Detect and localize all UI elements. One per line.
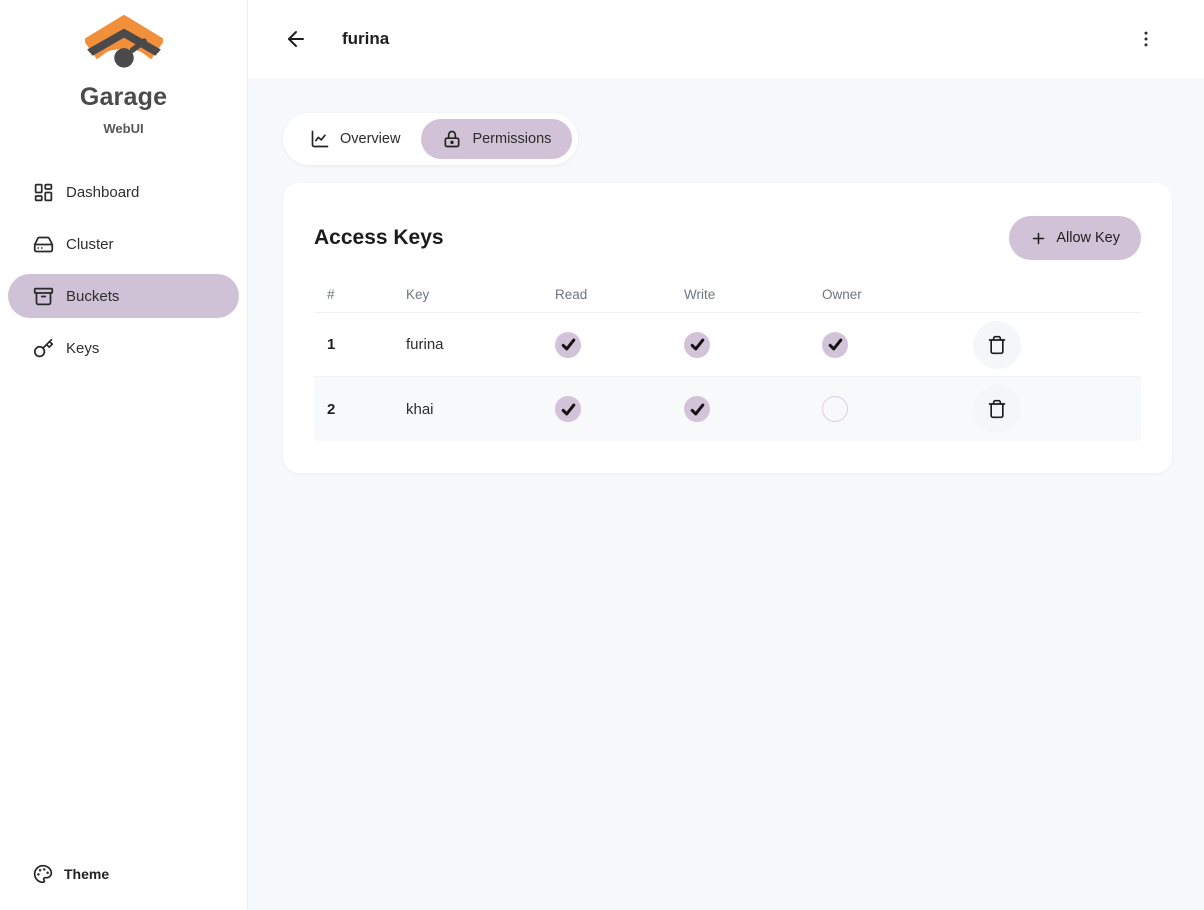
lock-icon — [444, 130, 460, 148]
kebab-menu-icon — [1144, 31, 1148, 47]
check-icon — [690, 403, 704, 415]
card-title: Access Keys — [314, 226, 444, 249]
sidebar-item-dashboard[interactable]: Dashboard — [8, 170, 239, 214]
row-index: 2 — [327, 400, 336, 418]
table-header-row: # Key Read Write Owner — [314, 277, 1141, 313]
line-chart-icon — [311, 130, 329, 148]
tab-label: Permissions — [472, 131, 552, 147]
col-header-read: Read — [555, 287, 588, 302]
read-checkbox[interactable] — [555, 331, 581, 358]
read-checkbox[interactable] — [555, 396, 581, 422]
access-keys-card: Access Keys Allow Key # Key Read Write O… — [283, 183, 1172, 473]
card-header: Access Keys Allow Key — [314, 216, 1141, 260]
sidebar-item-cluster[interactable]: Cluster — [8, 222, 239, 266]
sidebar: Garage WebUI Dashboard Cluster B — [0, 0, 248, 910]
trash-icon — [988, 399, 1006, 419]
sidebar-item-label: Cluster — [66, 235, 114, 253]
delete-key-button[interactable] — [973, 385, 1021, 433]
col-header-index: # — [327, 287, 335, 302]
sidebar-footer: Theme — [0, 852, 247, 910]
write-checkbox[interactable] — [684, 396, 710, 422]
sidebar-item-label: Keys — [66, 339, 100, 357]
owner-checkbox[interactable] — [822, 331, 848, 358]
sidebar-item-label: Buckets — [66, 287, 120, 305]
garage-logo-icon — [84, 14, 163, 68]
col-header-owner: Owner — [822, 287, 862, 302]
topbar: furina — [248, 0, 1204, 78]
row-key-name: furina — [406, 336, 444, 353]
arrow-left-icon — [288, 31, 304, 47]
check-icon — [561, 403, 575, 415]
palette-icon — [33, 864, 53, 884]
check-icon — [561, 338, 575, 351]
sidebar-item-buckets[interactable]: Buckets — [8, 274, 239, 318]
table-row: 2 khai — [314, 377, 1141, 441]
logo-block: Garage WebUI — [0, 0, 247, 136]
app-name: Garage — [79, 83, 168, 111]
check-icon — [690, 338, 704, 351]
keys-icon — [33, 338, 54, 357]
buckets-icon — [33, 287, 54, 305]
sidebar-nav: Dashboard Cluster Buckets Keys — [0, 170, 247, 370]
allow-key-label: Allow Key — [1056, 230, 1120, 246]
col-header-write: Write — [684, 287, 716, 302]
owner-checkbox[interactable] — [822, 396, 848, 422]
sidebar-item-keys[interactable]: Keys — [8, 326, 239, 370]
tab-label: Overview — [340, 131, 401, 147]
row-key-name: khai — [406, 400, 434, 418]
table-row: 1 furina — [314, 313, 1141, 377]
tab-overview[interactable]: Overview — [289, 119, 421, 159]
access-keys-table: # Key Read Write Owner 1 furina — [314, 277, 1141, 441]
plus-icon — [1033, 232, 1045, 244]
write-checkbox[interactable] — [684, 331, 710, 358]
app-subtitle: WebUI — [103, 121, 144, 136]
back-button[interactable] — [282, 25, 310, 53]
trash-icon — [988, 335, 1006, 354]
tab-bar: Overview Permissions — [283, 113, 579, 165]
dashboard-icon — [34, 183, 53, 201]
col-header-key: Key — [406, 287, 430, 302]
sidebar-item-label: Dashboard — [66, 183, 140, 201]
page-title: furina — [342, 29, 390, 48]
theme-label: Theme — [64, 866, 110, 882]
theme-button[interactable]: Theme — [8, 852, 239, 896]
more-options-button[interactable] — [1132, 25, 1160, 53]
allow-key-button[interactable]: Allow Key — [1009, 216, 1141, 260]
tab-permissions[interactable]: Permissions — [421, 119, 573, 159]
content-area: Overview Permissions Access Keys Allow K — [248, 78, 1204, 910]
row-index: 1 — [327, 336, 336, 353]
main-area: furina Overview Permission — [248, 0, 1204, 910]
delete-key-button[interactable] — [973, 320, 1021, 369]
check-icon — [828, 338, 842, 351]
cluster-icon — [33, 236, 54, 252]
